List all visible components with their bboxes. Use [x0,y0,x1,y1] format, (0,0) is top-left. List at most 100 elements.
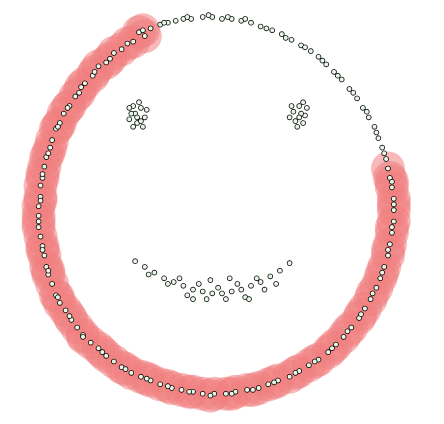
highlighted-point [390,218,397,225]
highlighted-point [390,201,397,208]
data-point [354,95,360,102]
highlighted-point [358,311,364,318]
data-point [294,124,301,130]
data-point [143,107,150,113]
data-point [225,14,231,20]
data-point [286,260,293,266]
highlighted-point [377,275,384,282]
data-point [304,105,310,111]
highlighted-point [41,163,48,170]
data-point [145,271,152,278]
highlighted-point [140,27,146,34]
highlighted-point [103,59,109,66]
data-point [209,290,216,297]
data-point [257,23,264,30]
highlighted-point [157,381,164,388]
highlighted-point [107,55,113,62]
highlighted-point [389,230,395,236]
highlighted-point [255,385,262,391]
data-point [296,114,303,121]
data-point [300,99,306,105]
highlighted-point [306,362,312,369]
data-point [138,118,144,124]
highlighted-point [99,349,106,355]
highlighted-point [111,50,117,56]
highlighted-point [60,110,67,117]
data-point [263,25,270,32]
highlighted-point [91,69,98,75]
data-point [273,281,279,287]
data-point [190,296,196,302]
highlighted-point [49,281,55,287]
data-point [165,281,171,287]
data-point [215,284,221,291]
highlighted-point [35,224,42,230]
highlighted-point [250,387,256,393]
highlighted-point [379,269,386,276]
highlighted-point [39,247,46,253]
data-point [226,275,233,282]
highlighted-point [244,387,250,393]
data-point [142,114,148,121]
highlighted-point [311,358,318,365]
highlighted-point [35,213,42,219]
highlighted-point [178,387,185,393]
highlighted-point [66,313,73,319]
data-point [138,105,144,111]
highlighted-point [389,184,395,191]
highlighted-point [103,353,109,359]
data-point [296,103,303,109]
highlighted-point [124,40,131,47]
highlighted-point [49,137,55,143]
data-point [128,110,135,117]
highlighted-point [37,182,44,189]
data-point [315,53,322,60]
data-point [180,282,187,289]
highlighted-point [362,305,368,312]
data-point [346,86,353,92]
highlighted-point [186,388,193,395]
highlighted-point [165,383,171,389]
data-point [126,116,133,123]
points-layer [35,12,397,399]
data-point [292,118,299,124]
data-point [207,277,214,283]
highlighted-point [385,247,391,253]
highlighted-point [95,345,102,352]
data-point [288,103,295,109]
data-point [288,36,295,43]
data-point [199,14,206,20]
data-point [219,16,225,22]
data-point [238,286,245,293]
highlighted-point [80,334,86,340]
highlighted-point [385,252,391,259]
data-point [277,267,283,274]
highlighted-point [35,218,42,225]
data-point [307,48,314,54]
highlighted-point [389,224,395,230]
data-point [338,76,345,83]
highlighted-point [286,373,293,380]
data-point [363,108,370,115]
data-point [383,156,389,162]
highlighted-point [78,84,84,90]
data-point [126,105,133,111]
highlighted-point [390,196,397,202]
data-point [161,275,167,282]
highlighted-point [228,390,235,397]
data-point [290,108,297,115]
highlighted-point [381,264,388,270]
highlighted-point [41,252,48,259]
highlighted-point [344,328,351,335]
data-point [381,150,388,157]
data-point [234,281,241,287]
highlighted-point [130,38,137,45]
data-point [375,135,382,142]
data-point [196,281,202,287]
data-point [323,61,330,68]
data-point [331,69,337,75]
data-point [130,124,137,130]
data-point [286,114,293,121]
data-point [350,90,357,96]
